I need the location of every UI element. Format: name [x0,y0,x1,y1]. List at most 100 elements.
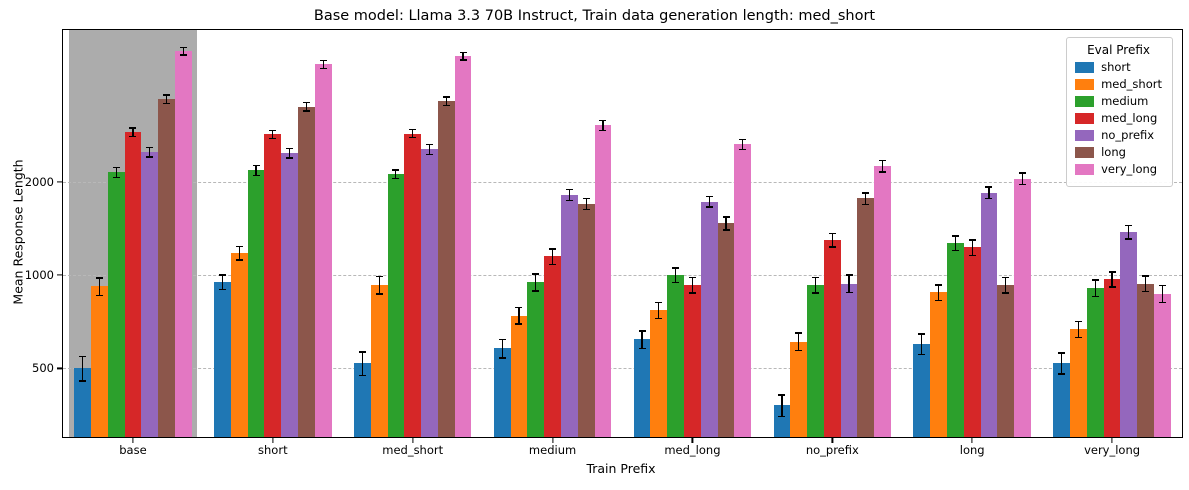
error-bar-line [1128,225,1130,239]
error-bar-cap-bottom [1019,184,1027,186]
error-bar-line [518,307,520,325]
bar-medium-no_prefix [807,284,824,437]
error-bar-cap-top [918,333,926,335]
x-tick-mark [691,438,694,443]
bar-medium-short [247,170,265,437]
error-bar-cap-top [968,239,976,241]
bar-med_long-medium [544,256,561,437]
x-tick-label: no_prefix [805,443,859,457]
error-bar-cap-top [319,59,327,62]
bar-no_prefix-long [980,192,998,437]
error-bar-cap-bottom [375,293,383,295]
bar-very_long-short [314,64,332,437]
error-bar-line [831,233,833,247]
error-bar-cap-bottom [951,249,959,252]
error-bar-cap-top [812,276,820,278]
error-bar-cap-bottom [146,156,154,158]
error-bar-cap-top [1125,224,1133,226]
bar-no_prefix-base [141,152,159,437]
error-bar-cap-top [655,301,663,304]
y-tick-label: 500 [32,361,54,376]
bar-long-no_prefix [857,198,875,437]
legend-entry: med_long [1075,111,1162,125]
error-bar-line [971,239,973,256]
legend-entry-label: long [1101,145,1126,159]
legend-entry: med_short [1075,77,1162,91]
y-tick-label: 1000 [24,268,54,283]
bar-long-medium [577,203,595,437]
error-bar-line [602,120,604,131]
plot-area: Eval Prefix short med_short medium med_long… [25,29,1183,457]
bar-long-med_short [437,101,455,437]
error-bar-cap-bottom [1058,373,1066,375]
chart-title: Base model: Llama 3.3 70B Instruct, Trai… [313,8,876,24]
error-bar-line [361,351,363,376]
error-bar-line [462,52,464,60]
error-bar-cap-bottom [599,129,607,131]
error-bar-cap-bottom [1125,238,1133,240]
error-bar-cap-bottom [1091,295,1099,297]
legend-entry: no_prefix [1075,128,1162,142]
x-tick-label: long [959,443,985,457]
error-bar-cap-bottom [672,282,680,284]
error-bar-line [1021,172,1024,185]
error-bar-cap-bottom [862,203,870,205]
bar-med_long-no_prefix [823,239,841,437]
error-bar-line [305,102,307,112]
x-tick-mark [1111,438,1113,443]
error-bar-line [938,284,940,301]
error-bar-cap-top [739,138,747,140]
error-bar-cap-bottom [722,229,730,231]
bar-long-base [158,99,175,437]
bar-no_prefix-no_prefix [840,283,858,437]
x-tick-label: base [119,443,147,457]
error-bar-cap-top [638,330,646,332]
bar-long-very_long [1137,283,1155,437]
error-bar-cap-bottom [918,353,926,356]
error-bar-cap-top [358,351,366,353]
error-bar-line [954,235,956,251]
error-bar-cap-top [1091,279,1099,281]
error-bar-cap-top [672,267,680,269]
error-bar-cap-top [112,166,120,169]
error-bar-line [501,339,503,358]
error-bar-line [781,395,783,417]
error-bar-line [742,139,744,150]
error-bar-cap-top [862,192,870,194]
error-bar-cap-top [95,277,103,279]
error-bar-line [585,198,587,210]
bar-med_short-med_short [370,284,388,437]
error-bar-line [1077,321,1080,338]
error-bar-cap-top [218,274,226,276]
legend-entry-label: medium [1101,94,1149,108]
bar-med_long-long [963,247,981,437]
error-bar-cap-top [146,146,154,148]
legend-color-swatch [1075,146,1095,158]
error-bar-line [81,356,84,382]
bar-no_prefix-short [281,153,298,437]
error-bar-cap-bottom [425,153,433,155]
error-bar-line [921,334,923,355]
legend-entry: very_long [1075,162,1162,176]
error-bar-cap-top [79,356,87,358]
error-bar-line [675,268,677,283]
y-tick-mark [57,367,62,369]
error-bar-cap-bottom [1158,301,1166,304]
bar-med_short-med_long [650,310,668,437]
y-axis-label: Mean Response Length [10,159,26,305]
error-bar-line [988,186,990,199]
x-tick-label: very_long [1084,443,1141,457]
error-bar-line [641,331,643,349]
error-bar-line [691,277,694,294]
x-tick-mark [831,438,833,443]
error-bar-cap-top [532,273,540,275]
error-bar-cap-bottom [879,171,887,173]
error-bar-cap-bottom [845,291,853,294]
error-bar-cap-top [252,164,260,167]
error-bar-line [1111,271,1113,288]
error-bar-cap-bottom [705,206,713,208]
error-bar-line [568,189,570,201]
error-bar-cap-top [425,144,433,146]
error-bar-cap-bottom [985,197,993,200]
error-bar-line [551,249,554,265]
